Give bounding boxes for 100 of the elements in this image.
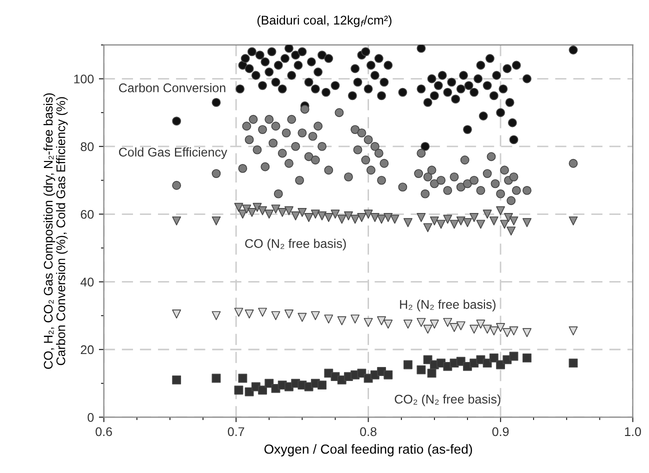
point: [500, 220, 509, 229]
point: [234, 202, 244, 212]
point: [370, 213, 380, 222]
series-label: CO₂ (N₂ free basis): [394, 394, 500, 406]
point: [284, 310, 294, 318]
point: [496, 323, 506, 332]
point: [172, 310, 182, 318]
point: [489, 216, 498, 226]
y-tick-label: 100: [74, 74, 94, 84]
point: [443, 318, 452, 327]
y-tick-label: 0: [88, 412, 94, 422]
point: [330, 210, 340, 219]
x-tick-label: 0.9: [492, 427, 509, 436]
point: [482, 358, 492, 368]
y-tick-label: 80: [80, 142, 94, 152]
series-label: CO (N₂ free basis): [245, 238, 346, 250]
point: [509, 326, 518, 336]
point: [384, 370, 393, 380]
point: [450, 220, 459, 229]
point: [427, 368, 436, 378]
point: [416, 318, 426, 327]
point: [568, 326, 578, 336]
point: [506, 226, 516, 236]
point: [436, 220, 446, 229]
point: [212, 311, 221, 320]
point: [504, 213, 513, 222]
point: [522, 328, 532, 338]
point: [242, 204, 252, 214]
point: [482, 324, 492, 334]
point: [470, 324, 479, 334]
point: [244, 310, 254, 318]
series-label: Cold Gas Efficiency: [119, 147, 228, 160]
point: [258, 206, 267, 216]
point: [482, 210, 492, 219]
point: [404, 320, 412, 329]
point: [234, 386, 244, 395]
point: [456, 321, 466, 330]
point: [423, 223, 432, 232]
x-tick-label: 0.8: [360, 427, 376, 436]
point: [337, 316, 346, 326]
point: [284, 206, 294, 216]
point: [364, 318, 373, 327]
point: [271, 204, 280, 214]
point: [318, 211, 326, 220]
point: [364, 210, 373, 219]
point: [258, 308, 267, 317]
point: [522, 353, 532, 362]
point: [456, 216, 466, 226]
point: [212, 374, 221, 383]
point: [172, 216, 182, 226]
point: [509, 352, 518, 361]
point: [291, 211, 300, 220]
x-tick-label: 0.6: [96, 427, 112, 436]
point: [423, 324, 432, 334]
point: [252, 202, 262, 212]
point: [430, 216, 439, 226]
point: [258, 386, 267, 395]
point: [271, 311, 280, 320]
x-tick-label: 1.0: [625, 427, 641, 436]
point: [298, 208, 307, 217]
chart-title: (Baiduri coal, 12kg$_{f}$/cm²): [257, 15, 392, 28]
point: [443, 214, 452, 224]
point: [234, 308, 244, 317]
point: [509, 216, 518, 226]
point: [324, 213, 334, 222]
x-tick-label: 0.7: [228, 427, 244, 436]
point: [264, 210, 274, 219]
y-tick-label: 40: [80, 278, 94, 286]
point: [278, 208, 287, 217]
point: [489, 353, 498, 362]
x-axis-title: Oxygen / Coal feeding ratio (as-fed): [264, 444, 472, 456]
point: [238, 374, 248, 383]
point: [430, 320, 439, 329]
y-tick-label: 60: [80, 210, 94, 219]
point: [357, 368, 366, 378]
point: [310, 210, 320, 219]
point: [172, 375, 182, 384]
point: [377, 214, 386, 224]
point: [404, 360, 412, 370]
point: [568, 216, 578, 226]
point: [212, 216, 221, 226]
point: [318, 380, 326, 390]
point: [404, 218, 412, 228]
point: [304, 213, 314, 222]
point: [496, 206, 506, 216]
point: [470, 213, 479, 222]
point: [357, 213, 366, 222]
point: [337, 214, 346, 224]
point: [350, 214, 360, 224]
point: [522, 218, 532, 228]
point: [568, 358, 578, 368]
point: [324, 314, 334, 324]
point: [384, 213, 393, 222]
point: [350, 314, 360, 324]
point: [416, 365, 426, 374]
y-axis-title: CO, H₂, CO₂ Gas Composition (dry, N₂-free basis) Carbon Conversion (%), Cold Gas Efficiency (%): [44, 93, 68, 369]
y-tick-label: 20: [80, 345, 94, 354]
point: [310, 311, 320, 320]
point: [416, 213, 426, 222]
point: [390, 214, 400, 224]
